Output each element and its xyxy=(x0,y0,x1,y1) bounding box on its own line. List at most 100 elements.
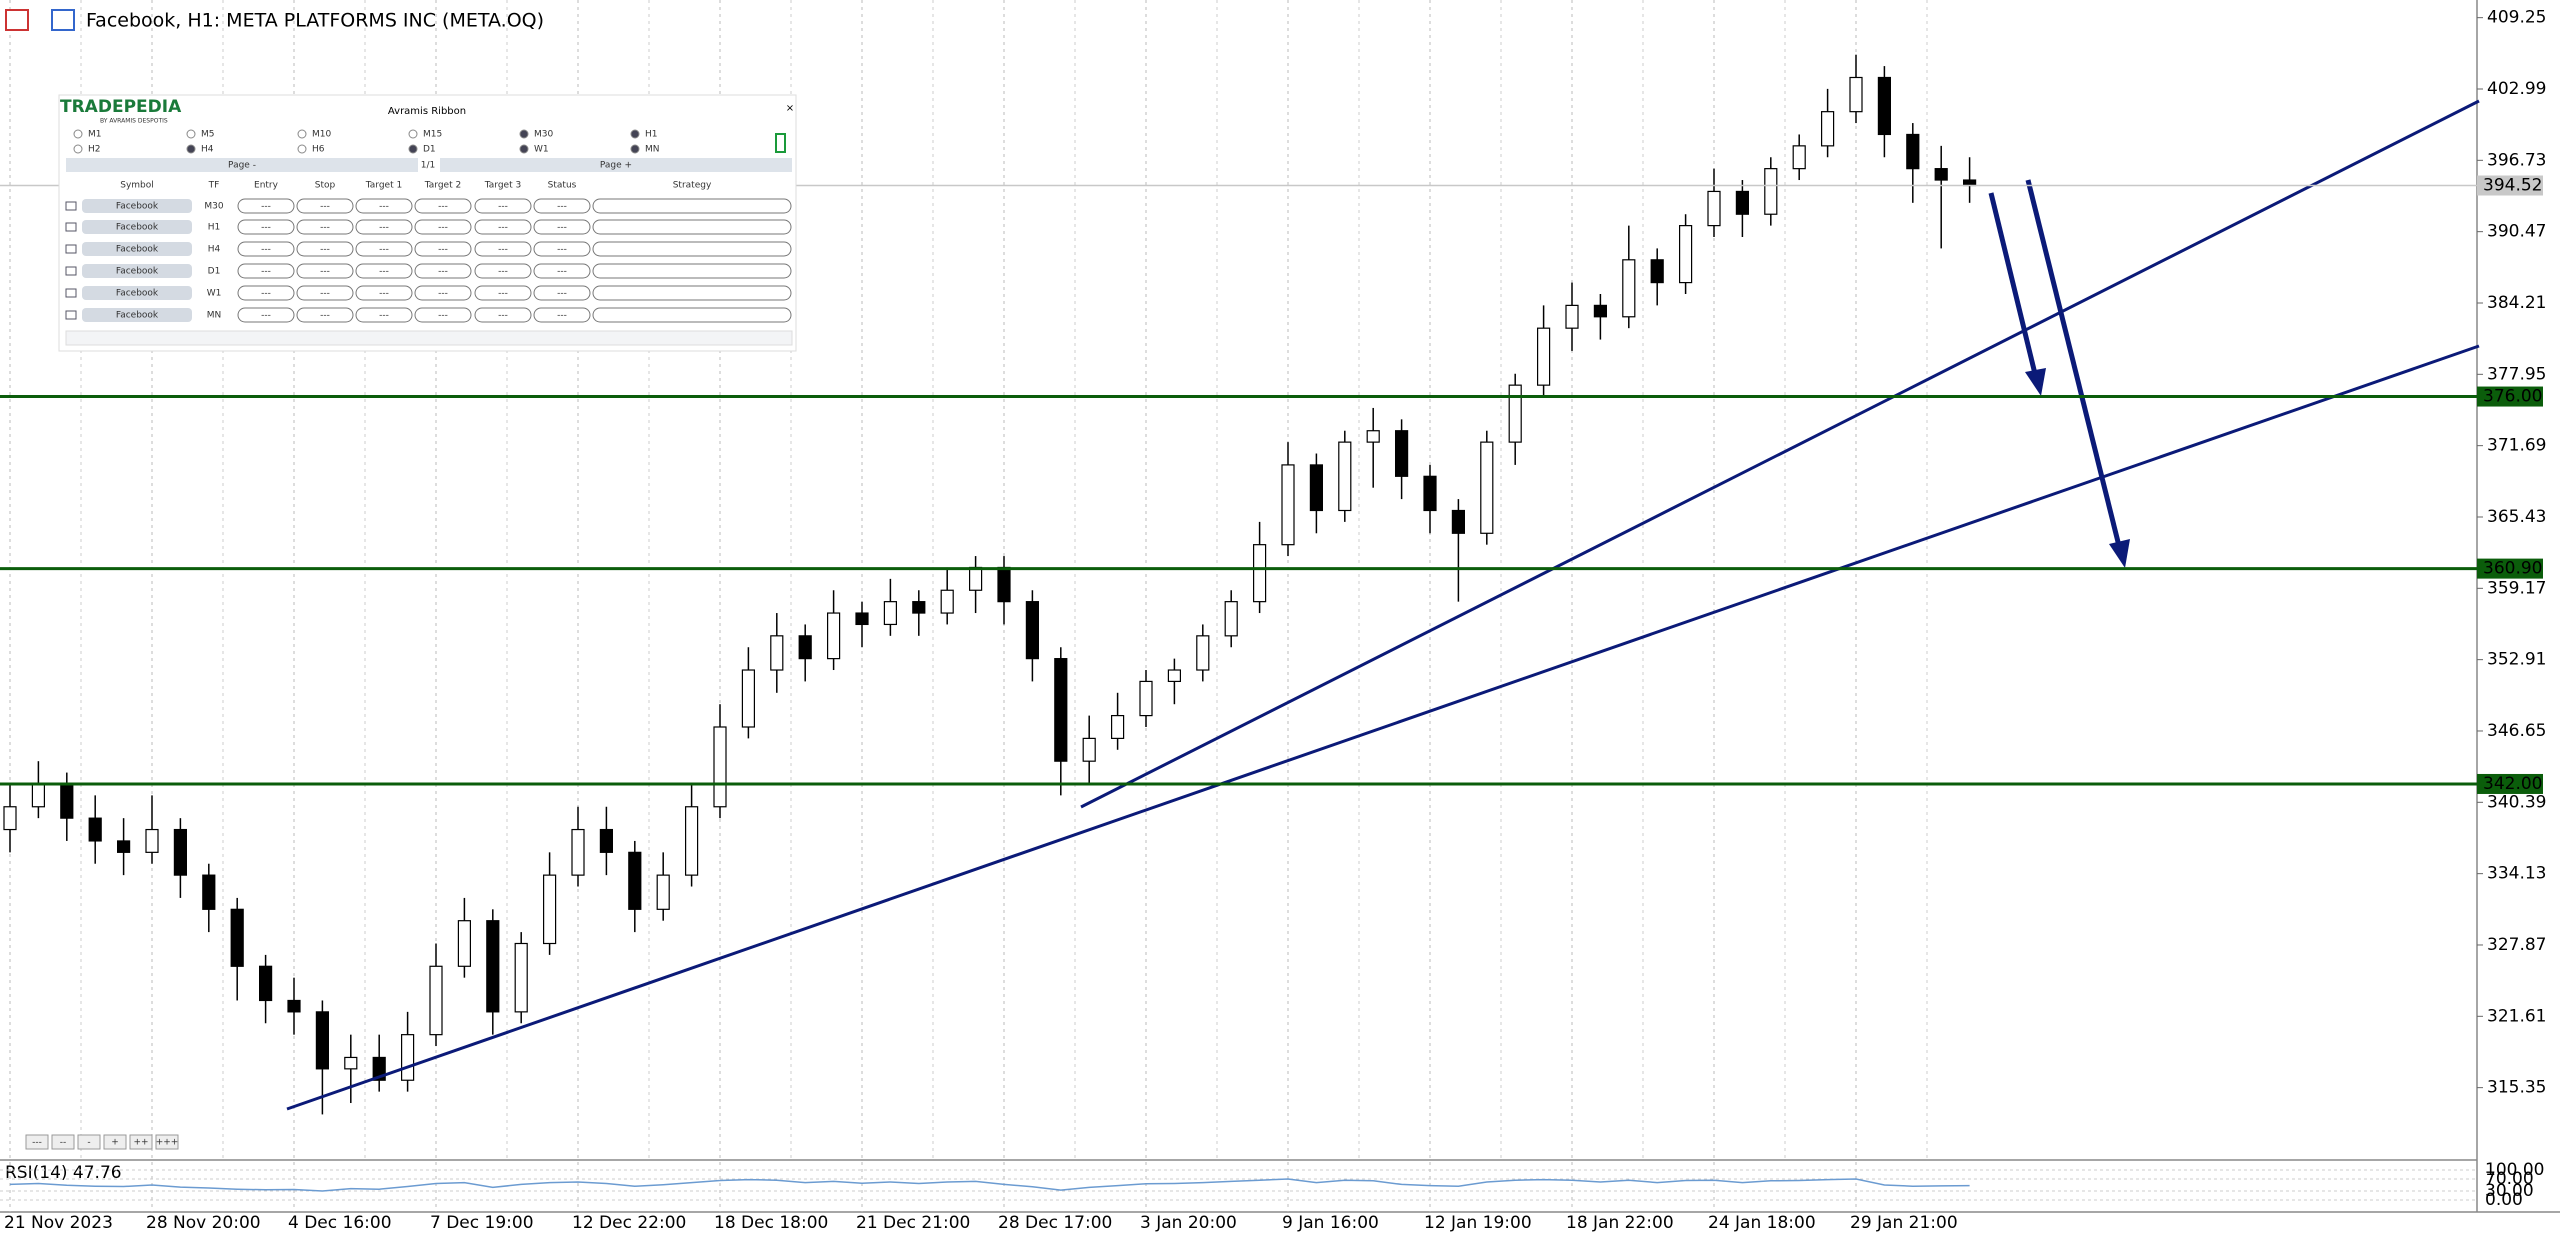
cell-value: --- xyxy=(379,311,389,321)
candle-body xyxy=(514,942,528,1013)
y-tick-label: 377.95 xyxy=(2487,364,2546,384)
candle-body xyxy=(486,920,500,1013)
rsi-tick-label: 0.00 xyxy=(2485,1190,2523,1210)
cell xyxy=(296,285,354,301)
cell xyxy=(533,285,591,301)
radio[interactable] xyxy=(73,129,83,139)
cell-value: --- xyxy=(261,202,271,212)
cell-value: --- xyxy=(379,267,389,277)
cell-value: --- xyxy=(320,223,330,233)
x-tick-label: 28 Nov 20:00 xyxy=(146,1213,261,1233)
candle-body xyxy=(1508,384,1522,443)
candle-body xyxy=(202,874,216,910)
timeframe-label: M5 xyxy=(201,130,215,140)
level-tag xyxy=(2477,558,2543,579)
cell-value: --- xyxy=(557,267,567,277)
radio[interactable] xyxy=(297,129,307,139)
candle-body xyxy=(656,874,670,910)
cell-value: --- xyxy=(557,202,567,212)
timeframe: W1 xyxy=(207,289,222,299)
candle-body xyxy=(1820,111,1835,147)
candle-body xyxy=(1196,635,1210,671)
close-button[interactable]: × xyxy=(786,103,794,114)
cell xyxy=(296,241,354,257)
strategy-cell xyxy=(592,263,792,279)
candle-body xyxy=(1934,168,1948,181)
candle-body xyxy=(1451,509,1466,534)
symbol-cell xyxy=(82,220,192,234)
radio[interactable] xyxy=(630,144,640,154)
candle-body xyxy=(713,726,727,808)
candle-body xyxy=(940,589,954,614)
panel-title: Avramis Ribbon xyxy=(388,106,466,117)
page-prev: Page - xyxy=(228,161,256,171)
radio[interactable] xyxy=(519,144,529,154)
candle-body xyxy=(1622,259,1636,318)
radio[interactable] xyxy=(73,144,83,154)
zoom-button[interactable] xyxy=(25,1134,49,1150)
level-tag xyxy=(2477,773,2543,794)
icon xyxy=(51,9,75,31)
last-price-tag xyxy=(2477,175,2543,196)
zoom-button-label: --- xyxy=(32,1138,42,1148)
symbol: Facebook xyxy=(116,223,159,233)
cell xyxy=(355,219,413,235)
zoom-button-label: -- xyxy=(60,1138,67,1148)
x-tick-label: 7 Dec 19:00 xyxy=(430,1213,534,1233)
radio[interactable] xyxy=(519,129,529,139)
cell-value: --- xyxy=(320,289,330,299)
cell-value: --- xyxy=(498,289,508,299)
level-label: 342.00 xyxy=(2483,774,2542,794)
x-tick-label: 18 Dec 18:00 xyxy=(714,1213,828,1233)
page-button[interactable] xyxy=(440,158,792,172)
x-tick-label: 3 Jan 20:00 xyxy=(1140,1213,1237,1233)
strategy-cell xyxy=(592,307,792,323)
timeframe-label: W1 xyxy=(534,145,549,155)
zoom-button[interactable] xyxy=(103,1134,127,1150)
radio[interactable] xyxy=(408,144,418,154)
page-button[interactable] xyxy=(66,158,418,172)
column-header: Target 2 xyxy=(424,181,461,191)
zoom-button[interactable] xyxy=(51,1134,75,1150)
y-tick-label: 352.91 xyxy=(2487,650,2546,670)
trend-lines xyxy=(286,99,2480,1111)
rsi-title: RSI(14) 47.76 xyxy=(5,1163,122,1183)
symbol-cell xyxy=(82,308,192,322)
candle-body xyxy=(315,1011,329,1070)
cell xyxy=(474,198,532,214)
cell xyxy=(237,285,295,301)
radio[interactable] xyxy=(186,144,196,154)
zoom-button[interactable] xyxy=(77,1134,101,1150)
y-tick-label: 359.17 xyxy=(2487,578,2546,598)
candle-body xyxy=(1082,737,1096,762)
zoom-button[interactable] xyxy=(155,1134,179,1150)
radio[interactable] xyxy=(297,144,307,154)
cell-value: --- xyxy=(438,223,448,233)
blank-row xyxy=(65,330,793,346)
timeframe: H1 xyxy=(208,223,221,233)
cell-value: --- xyxy=(320,311,330,321)
candle-body xyxy=(401,1034,415,1081)
timeframe: H4 xyxy=(208,245,221,255)
candle-body xyxy=(741,669,756,728)
zoom-buttons: --- -- - + ++ +++ xyxy=(25,1134,179,1150)
cell xyxy=(237,307,295,323)
radio[interactable] xyxy=(186,129,196,139)
radio[interactable] xyxy=(408,129,418,139)
row-icon xyxy=(65,244,77,254)
cell-value: --- xyxy=(320,202,330,212)
zoom-button-label: +++ xyxy=(156,1138,179,1148)
candle-body xyxy=(1593,304,1608,318)
zoom-button[interactable] xyxy=(129,1134,153,1150)
radio[interactable] xyxy=(630,129,640,139)
candle-body xyxy=(912,601,926,614)
candle-body xyxy=(60,783,74,819)
cell xyxy=(414,241,472,257)
candle-body xyxy=(1650,259,1664,284)
last-price-label: 394.52 xyxy=(2483,176,2542,196)
timeframe-label: M1 xyxy=(88,130,102,140)
zoom-button-label: + xyxy=(111,1138,119,1148)
timeframe-label: D1 xyxy=(423,145,436,155)
